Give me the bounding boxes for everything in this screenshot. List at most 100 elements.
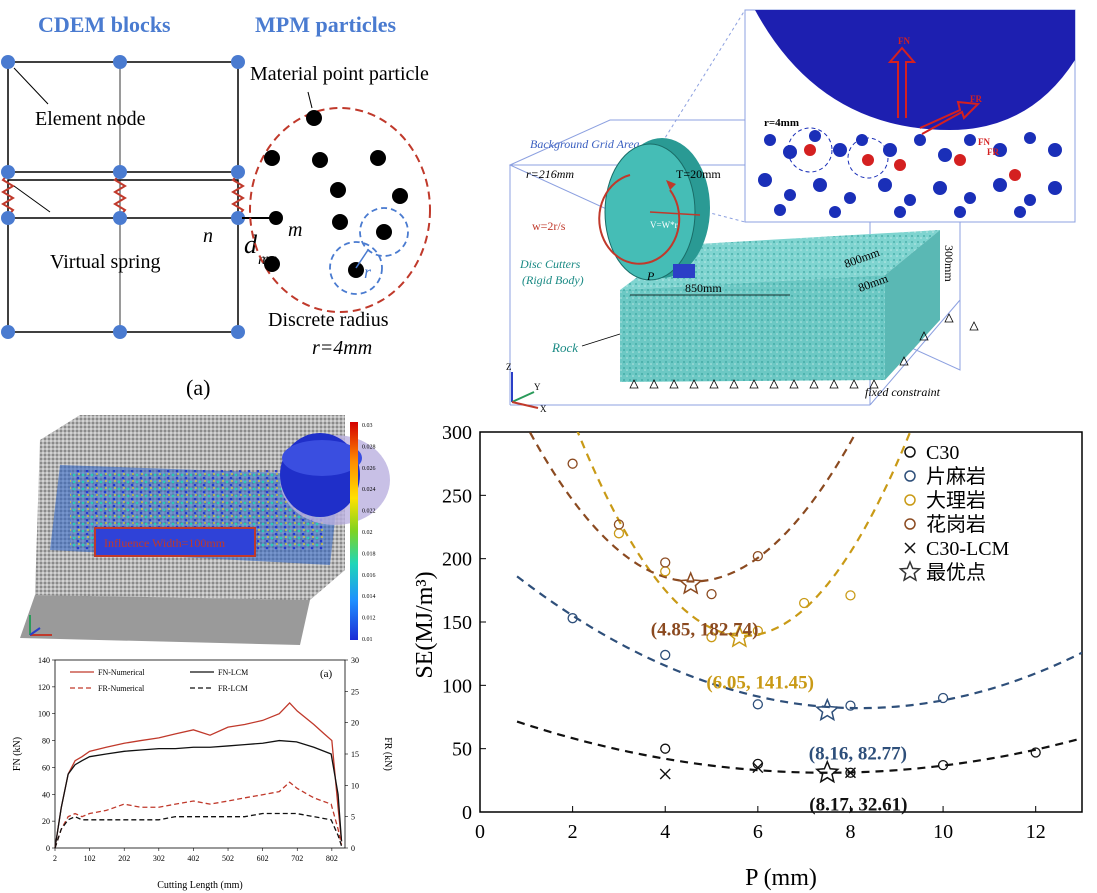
force-y-tick: 100 [38,710,50,719]
colorbar-tick: 0.018 [362,551,376,557]
se-legend-item: C30-LCM [926,538,1010,560]
se-point [567,458,578,469]
colorbar-tick: 0.03 [362,423,373,429]
disc-label-1: Disc Cutters [519,257,581,271]
force-y2-tick: 5 [351,813,355,822]
len-850: 850mm [685,281,722,295]
colorbar-tick: 0.026 [362,466,376,472]
axis-y: Y [534,382,541,392]
se-optimum-star [727,624,752,648]
mpp-arrow [307,91,313,109]
force-legend-item: FR-LCM [218,684,248,693]
se-optimum-star [814,697,840,722]
se-point [613,519,625,530]
axis-triad: Z Y X [506,362,547,414]
r-disc: r=216mm [526,167,574,181]
se-point [845,700,856,711]
sim-axis-triad [29,615,52,636]
force-x-tick: 502 [222,854,234,863]
force-y2-title: FR (kN) [382,737,393,771]
force-y-tick: 40 [42,790,50,799]
inset-r: r=4mm [764,117,799,129]
colorbar-ticks: 0.03 0.028 0.026 0.024 0.022 0.02 0.018 0.016 0.… [362,423,376,643]
inset-fr-2: FR [987,147,999,157]
se-point [937,759,949,771]
mpp-label: Material point particle [250,63,429,85]
mpm-domain [249,107,431,313]
influence-circle-1 [359,207,409,257]
element-nodes [1,55,245,339]
se-point [937,692,949,704]
force-x-tick: 2 [53,854,57,863]
se-fit-curve [516,720,1082,774]
colorbar-tick: 0.022 [362,509,376,515]
influence-circle-2 [329,241,383,295]
mpm-title: MPM particles [255,12,397,37]
se-point [660,743,671,754]
se-y-tick: 100 [442,675,472,697]
force-x-tick: 802 [326,854,338,863]
se-fit-curve [576,432,912,638]
force-series-fr-lcm [54,812,343,849]
se-y-tick: 150 [442,612,472,634]
se-legend-item: 大理岩 [926,489,986,512]
se-x-tick: 4 [660,821,670,843]
force-x-tick: 302 [153,854,165,863]
se-point [752,625,763,637]
force-legend-item: FN-LCM [218,668,248,677]
p-label: P [646,269,655,283]
se-y-tick: 0 [462,802,472,824]
axis-x: X [540,404,547,414]
rock-label: Rock [551,340,578,355]
force-series-fn-numerical [54,702,343,849]
force-y2-tick: 30 [351,656,359,665]
virtual-spring-arrow [13,185,51,213]
se-point [660,557,671,568]
se-annotation: (8.17, 32.61) [809,794,907,815]
force-y-tick: 120 [38,683,50,692]
force-legend-item: FN-Numerical [98,668,145,677]
se-annotation: (6.05, 141.45) [706,673,814,694]
se-legend-item: 花岗岩 [926,513,986,536]
se-point [567,613,578,624]
mpm-particles [264,110,408,278]
virtual-spring-label: Virtual spring [50,251,160,273]
se-optimum-star [678,571,704,595]
panel-model: FN FR FN FR r=4mm Background Grid Area r… [506,9,1076,414]
force-y2-tick: 10 [351,781,359,790]
colorbar-tick: 0.016 [362,573,376,579]
se-lcm-point [659,768,671,780]
colorbar-tick: 0.024 [362,487,376,493]
se-optimum-star [898,560,922,582]
influence-banner: Influence Width=100mm [104,536,226,550]
se-legend-item: 片麻岩 [926,465,986,488]
force-chart: 2 102 202 302 402 502 602 702 802 02040608010012… [12,656,393,891]
force-x-tick: 402 [187,854,199,863]
force-series-fn-lcm [54,739,343,849]
inset-fn-2: FN [978,137,990,147]
force-legend: FN-Numerical FN-LCM FR-Numerical FR-LCM [70,668,248,693]
se-y-tick: 300 [442,422,472,444]
se-point [613,528,625,539]
force-x-tick: 702 [291,854,303,863]
colorbar-tick: 0.02 [362,530,373,536]
se-x-tick: 12 [1026,821,1046,843]
se-point [660,649,671,661]
se-x-title: P (mm) [745,865,817,891]
force-y2-tick: 20 [351,719,359,728]
force-panel-tag: (a) [320,668,333,680]
inset-fr: FR [970,94,982,104]
n-label: n [203,225,213,247]
se-point [845,767,856,778]
fixed-label: fixed constraint [865,385,941,399]
m-label: m [288,219,302,241]
force-y-tick: 0 [46,844,50,853]
se-x-tick: 2 [568,821,578,843]
force-series-fr-numerical [54,781,343,849]
colorbar-tick: 0.01 [362,637,373,643]
se-x-tick: 8 [845,821,855,843]
axis-z: Z [506,362,512,372]
se-point [706,588,717,600]
force-x-tick: 202 [118,854,130,863]
